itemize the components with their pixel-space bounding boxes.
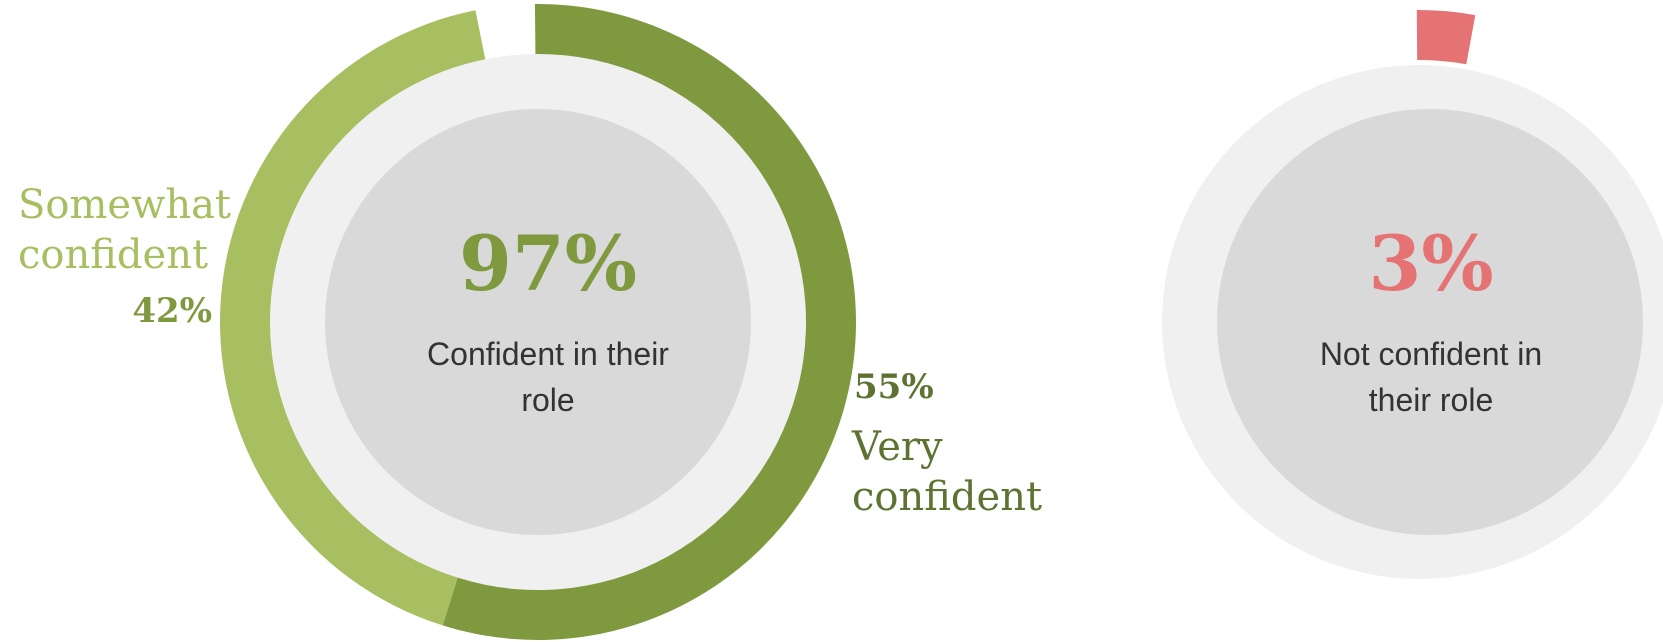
left-center-value: 97% [459,219,637,308]
left-donut-chart: 97% Confident in their role Somewhat con… [18,3,1042,641]
right-center-value: 3% [1368,219,1493,308]
somewhat-label-line1: Somewhat [18,182,231,228]
very-percent-label: 55% [854,367,934,407]
very-label-line1: Very [851,424,943,470]
right-center-label-line1: Not confident in [1320,336,1542,372]
not-confident-slice [1416,10,1476,65]
somewhat-confident-slice [220,10,486,626]
right-inner-circle [1217,109,1643,535]
somewhat-percent-label: 42% [132,291,212,331]
very-label-line2: confident [852,474,1042,520]
left-center-label-line2: role [521,382,574,418]
left-inner-circle [325,109,751,535]
somewhat-label-line2: confident [18,232,208,278]
right-donut-chart: 3% Not confident in their role [1162,10,1663,579]
right-center-label-line2: their role [1369,382,1494,418]
left-center-label-line1: Confident in their [427,336,669,372]
